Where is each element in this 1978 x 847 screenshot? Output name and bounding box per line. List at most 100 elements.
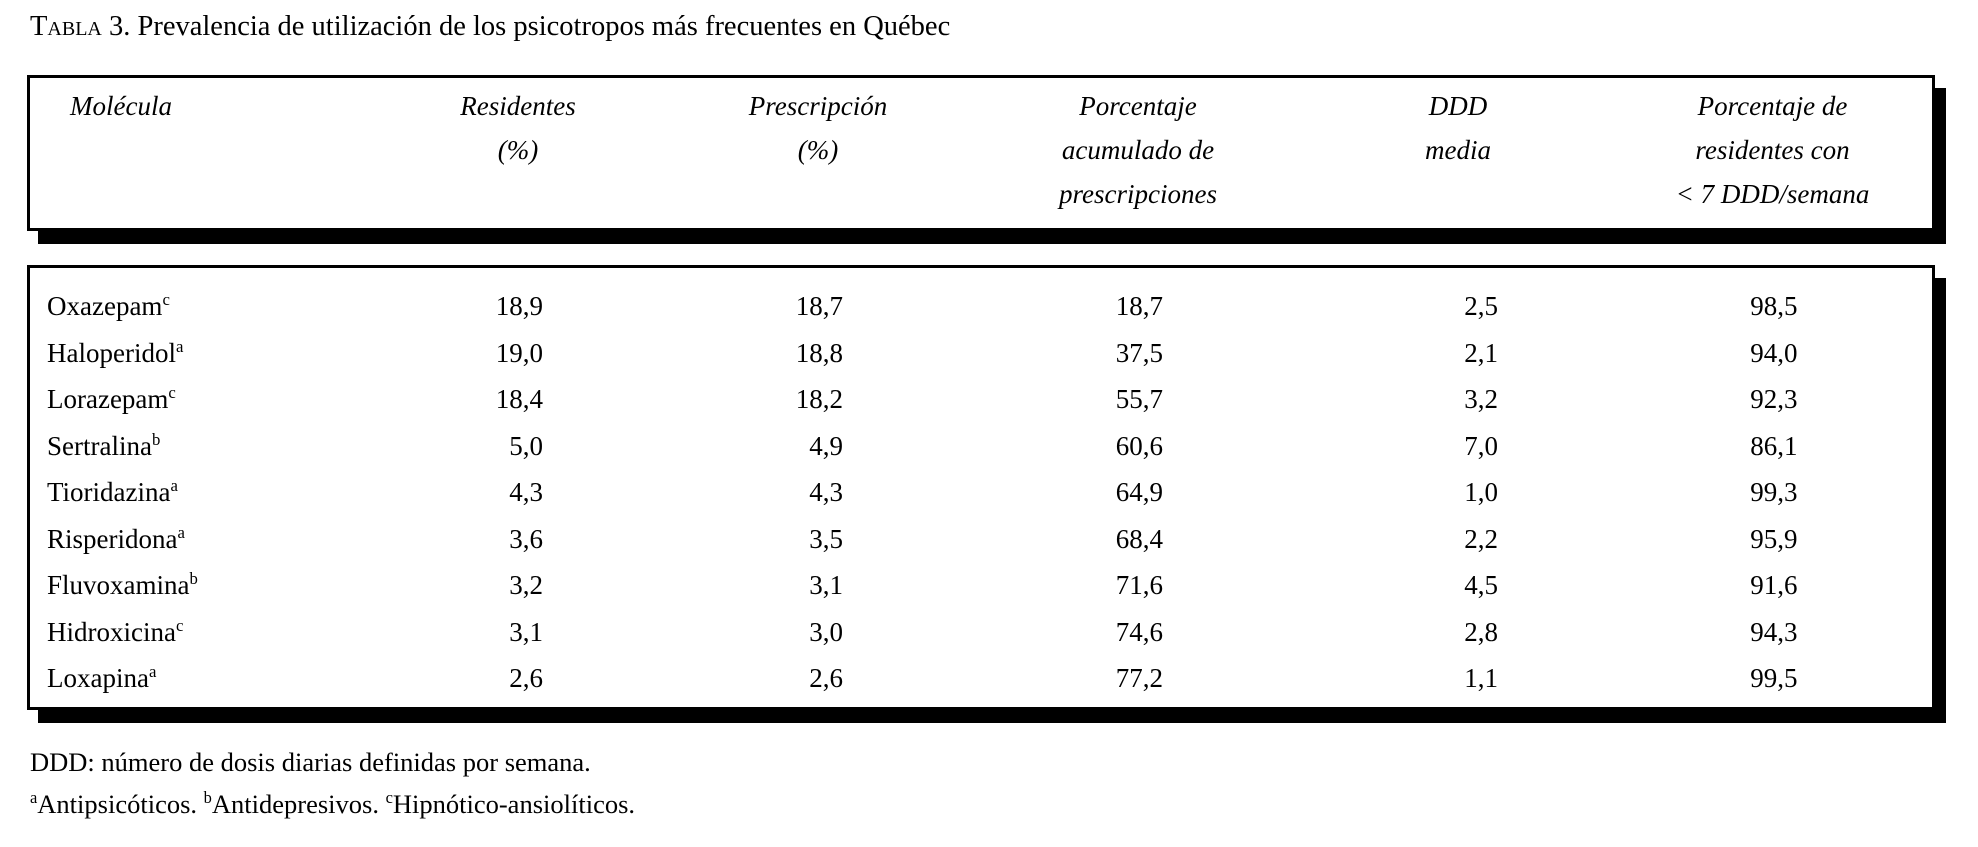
table-row: Fluvoxaminab 3,2 3,1 71,6 4,5 91,6 [30, 562, 1932, 609]
footnote-superscript: c [385, 788, 393, 808]
column-header-line: Residentes [460, 91, 576, 121]
value-cell: 2,5 [1464, 291, 1498, 321]
value-cell: 86,1 [1750, 430, 1798, 461]
column-header-line: acumulado de [1061, 135, 1215, 165]
molecule-class-superscript: b [151, 429, 161, 449]
value-cell: 4,3 [509, 477, 543, 507]
column-header-line: DDD [1428, 91, 1488, 121]
value-cell: 95,9 [1750, 523, 1798, 554]
table-row: Hidroxicinac 3,1 3,0 74,6 2,8 94,3 [30, 609, 1932, 656]
molecule-name: Loxapinaa [47, 662, 157, 693]
value-cell: 4,9 [809, 430, 843, 461]
column-header-line: Porcentaje de [1697, 91, 1848, 121]
value-cell: 18,2 [795, 384, 843, 414]
molecule-class-superscript: a [148, 662, 157, 681]
column-header-porcentaje-acumulado: Porcentaje acumulado de prescripciones [973, 84, 1303, 216]
value-cell: 64,9 [1115, 477, 1163, 507]
column-header-line: Prescripción [748, 91, 888, 121]
molecule-name: Tioridazinaa [47, 476, 178, 507]
table-row: Loxapinaa 2,6 2,6 77,2 1,1 99,5 [30, 655, 1932, 702]
molecule-name: Sertralinab [47, 429, 161, 461]
value-cell: 18,7 [795, 291, 843, 321]
molecule-class-superscript: b [189, 569, 198, 588]
value-cell: 18,7 [1115, 291, 1163, 321]
value-cell: 98,5 [1750, 291, 1798, 321]
value-cell: 94,0 [1750, 337, 1798, 368]
footnote-superscript: a [30, 788, 38, 808]
column-header-line: Porcentaje [1079, 91, 1197, 121]
molecule-name: Oxazepamc [47, 290, 170, 321]
column-header-porcentaje-residentes: Porcentaje de residentes con < 7 DDD/sem… [1613, 84, 1932, 216]
table-body-box: Oxazepamc 18,9 18,7 18,7 2,5 98,5 Haloperidola… [27, 265, 1935, 710]
value-cell: 99,5 [1750, 663, 1798, 693]
value-cell: 3,1 [809, 570, 843, 600]
value-cell: 2,2 [1464, 523, 1498, 554]
value-cell: 94,3 [1750, 616, 1798, 647]
value-cell: 3,5 [809, 523, 843, 554]
value-cell: 4,3 [809, 477, 843, 507]
column-header-line: < 7 DDD/semana [1675, 179, 1870, 209]
column-header-ddd-media: DDD media [1303, 84, 1613, 216]
value-cell: 18,9 [495, 291, 543, 321]
molecule-class-superscript: a [175, 336, 184, 356]
value-cell: 2,6 [809, 663, 843, 693]
table-title-text: Prevalencia de utilización de los psicot… [130, 11, 951, 42]
molecule-name: Fluvoxaminab [47, 569, 198, 600]
table-row: Lorazepamc 18,4 18,2 55,7 3,2 92,3 [30, 376, 1932, 423]
value-cell: 3,2 [509, 570, 543, 600]
table-rows: Oxazepamc 18,9 18,7 18,7 2,5 98,5 Haloperidola… [30, 268, 1932, 702]
molecule-name: Hidroxicinac [47, 615, 184, 647]
molecule-name: Haloperidola [47, 336, 184, 368]
value-cell: 18,8 [795, 337, 843, 368]
value-cell: 5,0 [509, 430, 543, 461]
value-cell: 3,0 [809, 616, 843, 647]
value-cell: 2,8 [1464, 616, 1498, 647]
table-number-label: Tabla 3. [30, 11, 131, 42]
value-cell: 1,1 [1464, 663, 1498, 693]
column-header-line: Molécula [70, 91, 172, 121]
value-cell: 60,6 [1115, 430, 1163, 461]
footnote-superscript: b [203, 788, 212, 808]
value-cell: 3,1 [509, 616, 543, 647]
footnote-ddd: DDD: número de dosis diarias definidas p… [30, 747, 591, 777]
value-cell: 7,0 [1464, 430, 1498, 461]
column-header-line: media [1425, 135, 1491, 165]
table-header-box: Molécula Residentes (%) Prescripción (%)… [27, 75, 1935, 231]
value-cell: 99,3 [1750, 477, 1798, 507]
table-row: Haloperidola 19,0 18,8 37,5 2,1 94,0 [30, 330, 1932, 377]
table-title: Tabla 3. Prevalencia de utilización de l… [30, 11, 950, 43]
value-cell: 3,6 [509, 523, 543, 554]
footnote-classes: aAntipsicóticos. bAntidepresivos. cHipnó… [30, 788, 636, 819]
column-header-molecula: Molécula [30, 84, 373, 216]
molecule-class-superscript: a [170, 476, 178, 495]
value-cell: 91,6 [1750, 570, 1798, 600]
table-row: Sertralinab 5,0 4,9 60,6 7,0 86,1 [30, 423, 1932, 470]
value-cell: 68,4 [1115, 523, 1163, 554]
value-cell: 19,0 [495, 337, 543, 368]
value-cell: 37,5 [1115, 337, 1163, 368]
value-cell: 2,6 [509, 663, 543, 693]
column-header-line: (%) [497, 135, 539, 165]
column-header-line: prescripciones [1059, 179, 1217, 209]
value-cell: 92,3 [1750, 384, 1798, 414]
column-header-residentes: Residentes (%) [373, 84, 663, 216]
molecule-name: Risperidonaa [47, 522, 185, 554]
molecule-class-superscript: a [177, 522, 185, 542]
table-header-row: Molécula Residentes (%) Prescripción (%)… [30, 78, 1932, 216]
molecule-class-superscript: c [162, 290, 170, 309]
value-cell: 4,5 [1464, 570, 1498, 600]
molecule-class-superscript: c [175, 615, 184, 635]
footnotes: DDD: número de dosis diarias definidas p… [30, 741, 635, 825]
column-header-line: residentes con [1695, 135, 1850, 165]
table-row: Oxazepamc 18,9 18,7 18,7 2,5 98,5 [30, 283, 1932, 330]
value-cell: 71,6 [1115, 570, 1163, 600]
molecule-name: Lorazepamc [47, 383, 176, 414]
value-cell: 74,6 [1115, 616, 1163, 647]
molecule-class-superscript: c [168, 383, 176, 402]
value-cell: 2,1 [1464, 337, 1498, 368]
value-cell: 55,7 [1115, 384, 1163, 414]
table-row: Tioridazinaa 4,3 4,3 64,9 1,0 99,3 [30, 469, 1932, 516]
column-header-prescripcion: Prescripción (%) [663, 84, 973, 216]
value-cell: 18,4 [495, 384, 543, 414]
